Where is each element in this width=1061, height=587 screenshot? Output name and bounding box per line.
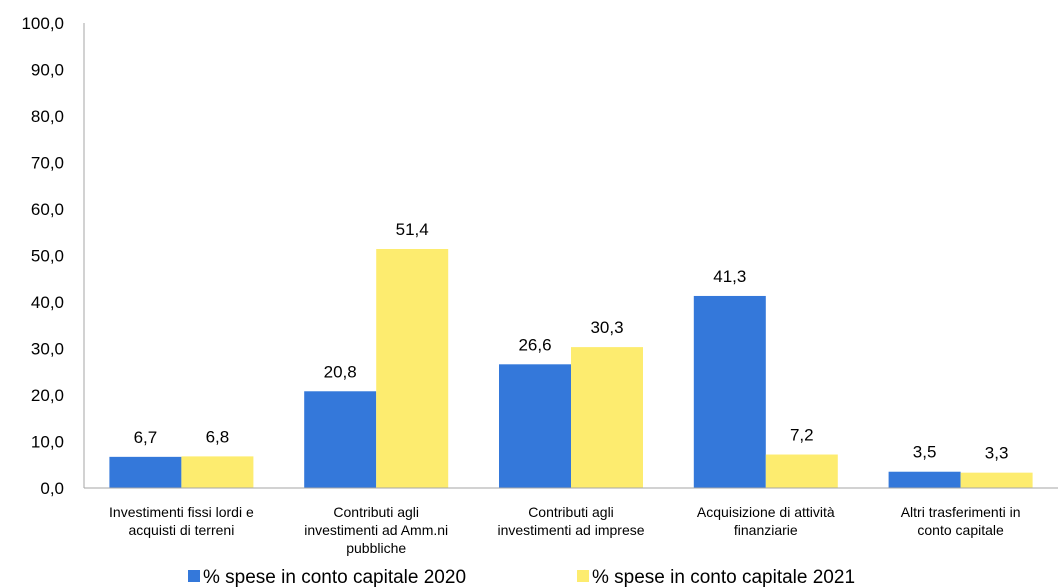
legend-swatch xyxy=(188,570,200,582)
legend-label: % spese in conto capitale 2020 xyxy=(203,567,466,587)
bar-2021 xyxy=(181,456,254,488)
x-tick-label: Altri trasferimenti in conto capitale xyxy=(901,504,1021,538)
data-labels: 6,7 6,8 20,8 51,4 26,6 30,3 41,3 7,2 3,5 3,3 xyxy=(134,220,1009,463)
y-tick-label: 90,0 xyxy=(31,61,64,80)
y-tick-label: 80,0 xyxy=(31,107,64,126)
x-axis: Investimenti fissi lordi e acquisti di te… xyxy=(84,487,1058,556)
x-tick-label: Investimenti fissi lordi e acquisti di te… xyxy=(109,504,254,538)
y-tick-label: 40,0 xyxy=(31,293,64,312)
x-tick-label: Contributi agli investimenti ad Amm.ni pub… xyxy=(304,504,448,556)
bar-2021 xyxy=(765,454,838,488)
bars xyxy=(109,248,1033,488)
bar-2020 xyxy=(693,295,766,488)
y-tick-label: 0,0 xyxy=(40,479,64,498)
data-label: 51,4 xyxy=(396,220,429,239)
bar-2020 xyxy=(499,364,571,488)
legend: % spese in conto capitale 2020 % spese in… xyxy=(188,567,855,587)
data-label: 3,5 xyxy=(913,443,937,462)
data-label: 20,8 xyxy=(324,362,357,381)
data-label: 30,3 xyxy=(590,318,623,337)
data-label: 6,7 xyxy=(134,428,158,447)
x-tick-label: Contributi agli investimenti ad imprese xyxy=(497,504,644,538)
legend-label: % spese in conto capitale 2021 xyxy=(592,567,855,587)
bar-2020 xyxy=(109,456,182,488)
y-tick-label: 20,0 xyxy=(31,386,64,405)
bar-2021 xyxy=(960,472,1033,488)
data-label: 26,6 xyxy=(518,335,551,354)
bar-2020 xyxy=(888,471,961,488)
legend-swatch xyxy=(577,570,589,582)
y-tick-label: 50,0 xyxy=(31,247,64,266)
y-tick-label: 30,0 xyxy=(31,340,64,359)
data-label: 7,2 xyxy=(790,426,814,445)
y-tick-label: 60,0 xyxy=(31,200,64,219)
data-label: 41,3 xyxy=(713,267,746,286)
bar-2021 xyxy=(571,347,643,488)
bar-2020 xyxy=(304,391,377,488)
y-tick-label: 70,0 xyxy=(31,154,64,173)
data-label: 3,3 xyxy=(985,444,1009,463)
y-tick-label: 10,0 xyxy=(31,433,64,452)
y-axis: 0,0 10,0 20,0 30,0 40,0 50,0 60,0 70,0 80,0 90,0 1… xyxy=(21,14,85,498)
bar-2021 xyxy=(376,248,449,488)
data-label: 6,8 xyxy=(206,427,230,446)
x-tick-label: Acquisizione di attività finanziarie xyxy=(697,504,835,538)
y-tick-label: 100,0 xyxy=(21,14,64,33)
